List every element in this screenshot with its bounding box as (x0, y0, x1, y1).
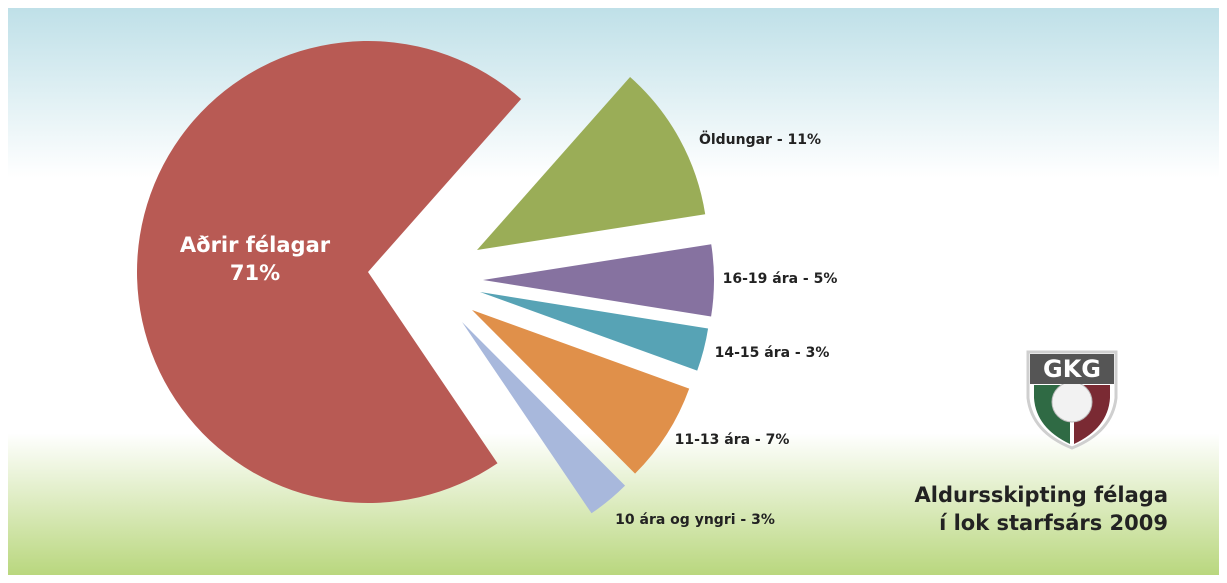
slice-label: 14-15 ára - 3% (715, 345, 830, 361)
pie-slice (137, 40, 522, 504)
slice-label: 10 ára og yngri - 3% (615, 512, 775, 528)
chart-title: í lok starfsárs 2009 (939, 511, 1168, 535)
pie-slice (472, 310, 690, 474)
pie-slice (480, 292, 709, 371)
pie-slice (477, 76, 706, 250)
pie-slice (483, 244, 714, 317)
slice-label: Aðrir félagar (180, 233, 331, 257)
slice-label: 11-13 ára - 7% (675, 432, 790, 448)
logo-text: GKG (1043, 355, 1101, 383)
chart-title: Aldursskipting félaga (915, 483, 1168, 507)
slice-label: Öldungar - 11% (699, 130, 821, 148)
logo: GKG (1026, 350, 1118, 450)
pie-slice (462, 322, 626, 514)
slice-label: 71% (230, 261, 280, 285)
slice-label: 16-19 ára - 5% (723, 271, 838, 287)
